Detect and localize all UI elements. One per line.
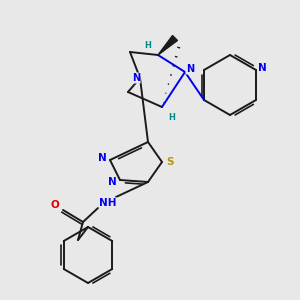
Text: S: S: [166, 157, 174, 167]
Text: NH: NH: [99, 198, 117, 208]
Text: N: N: [132, 73, 140, 83]
Text: N: N: [258, 63, 266, 73]
Text: H: H: [145, 40, 152, 50]
Text: N: N: [98, 153, 106, 163]
Text: N: N: [186, 64, 194, 74]
Text: H: H: [169, 112, 176, 122]
Text: N: N: [108, 177, 116, 187]
Text: O: O: [51, 200, 59, 210]
Polygon shape: [158, 35, 178, 55]
